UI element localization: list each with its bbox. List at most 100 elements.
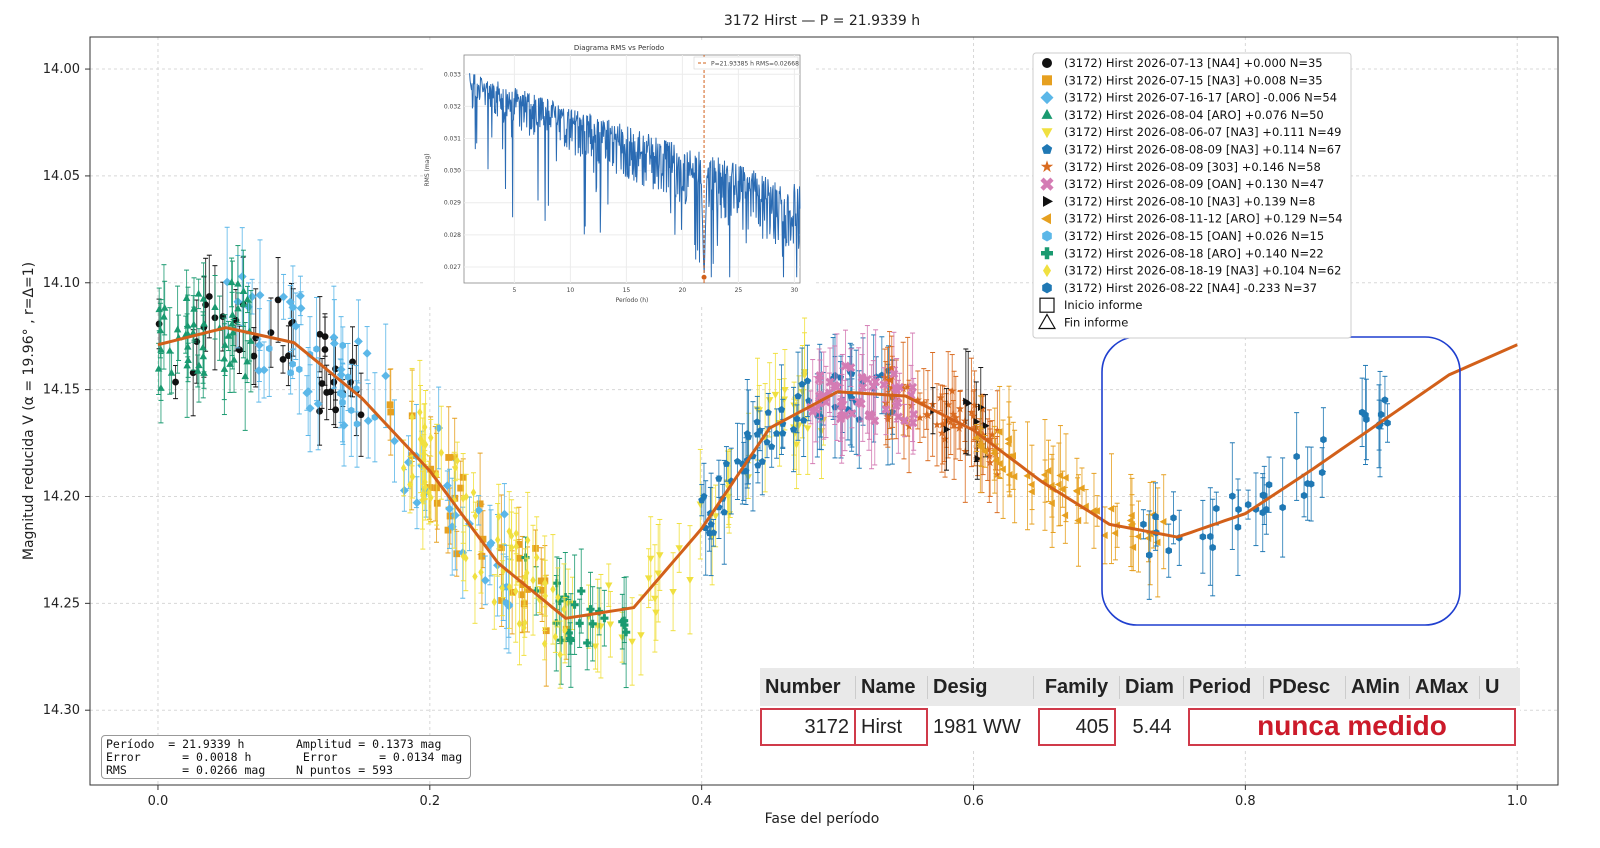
legend-label: (3172) Hirst 2026-08-18-19 [NA3] +0.104 … (1064, 264, 1341, 278)
stat-period-error: Error = 0.0018 h (106, 750, 252, 764)
inset-x-tick: 15 (623, 287, 631, 294)
data-point (711, 513, 720, 521)
stat-period: Período = 21.9339 h (106, 737, 245, 751)
data-point (583, 638, 592, 648)
data-point (508, 531, 515, 541)
data-point (1320, 435, 1327, 444)
data-point (754, 461, 762, 469)
inset-x-tick: 10 (567, 287, 575, 294)
data-point (814, 375, 824, 385)
data-point (937, 428, 947, 437)
data-point (199, 352, 208, 360)
data-point (533, 553, 540, 562)
data-point (999, 465, 1006, 473)
data-point (160, 312, 168, 320)
data-point (790, 402, 798, 410)
data-point (881, 404, 891, 414)
data-point (458, 548, 468, 558)
data-point (960, 416, 970, 425)
data-point (949, 420, 959, 429)
data-point (1152, 512, 1159, 521)
inset-legend-text: P=21.93385 h RMS=0.02668 (711, 61, 799, 68)
legend-label: (3172) Hirst 2026-08-09 [OAN] +0.130 N=4… (1064, 177, 1324, 191)
inset-y-tick: 0.032 (444, 103, 461, 110)
col-amax: AMax (1410, 675, 1480, 699)
inset-y-tick: 0.031 (444, 135, 461, 142)
data-point (226, 360, 234, 367)
data-point (900, 416, 910, 426)
data-point (765, 397, 774, 404)
inset-minimum-point (701, 274, 707, 280)
data-point (353, 420, 361, 428)
data-point (586, 605, 595, 614)
data-point (453, 550, 461, 558)
data-point (903, 382, 912, 391)
data-point (512, 586, 519, 596)
data-point (600, 614, 609, 623)
legend-marker (1042, 282, 1052, 294)
data-point (656, 552, 664, 560)
data-point (1146, 551, 1153, 559)
data-point (288, 302, 298, 312)
data-point (480, 575, 490, 585)
inset-y-tick: 0.028 (444, 232, 461, 239)
data-point (951, 413, 960, 422)
data-point (1244, 500, 1252, 509)
data-point (417, 407, 423, 417)
col-period: Period (1184, 675, 1264, 699)
data-point (200, 319, 208, 327)
data-point (908, 382, 918, 392)
data-point (800, 416, 808, 424)
data-point (446, 512, 454, 520)
data-point (646, 555, 655, 563)
data-point (463, 492, 469, 502)
data-point (698, 496, 706, 504)
data-point (605, 582, 613, 590)
data-point (491, 597, 498, 607)
data-point (291, 321, 301, 331)
data-point (457, 484, 465, 492)
data-point (1107, 504, 1115, 513)
data-point (445, 454, 453, 461)
data-point (1010, 472, 1018, 481)
data-point (478, 567, 484, 577)
catalog-table: Number Name Desig Family Diam Period PDe… (760, 668, 1520, 748)
data-point (985, 451, 994, 460)
data-point (1061, 511, 1069, 520)
legend-marker (1040, 160, 1054, 173)
data-point (337, 389, 344, 398)
data-point (452, 463, 459, 473)
data-point (1004, 439, 1012, 448)
data-point (794, 392, 802, 400)
data-point (1027, 487, 1035, 496)
data-point (409, 472, 416, 482)
legend-marker (1041, 128, 1053, 139)
data-point (160, 304, 169, 311)
data-point (524, 535, 531, 545)
data-point (908, 418, 918, 428)
stat-npoints: N puntos = 593 (296, 763, 393, 777)
col-u: U (1485, 675, 1500, 698)
data-point (230, 355, 238, 363)
data-point (530, 575, 536, 585)
data-point (524, 586, 531, 593)
data-point (973, 418, 981, 426)
data-point (883, 377, 892, 386)
data-point (173, 325, 182, 333)
data-point (478, 552, 486, 560)
data-point (1159, 517, 1167, 526)
data-point (980, 447, 988, 456)
inset-x-tick: 30 (791, 287, 799, 294)
data-point (904, 422, 914, 430)
data-point (348, 406, 355, 415)
data-point (862, 374, 872, 384)
data-point (363, 416, 373, 426)
series-4 (564, 317, 828, 686)
data-point (166, 346, 174, 354)
data-point (390, 436, 399, 446)
data-point (407, 480, 413, 490)
data-point (644, 575, 653, 583)
data-point (992, 456, 1000, 465)
data-point (771, 391, 780, 399)
